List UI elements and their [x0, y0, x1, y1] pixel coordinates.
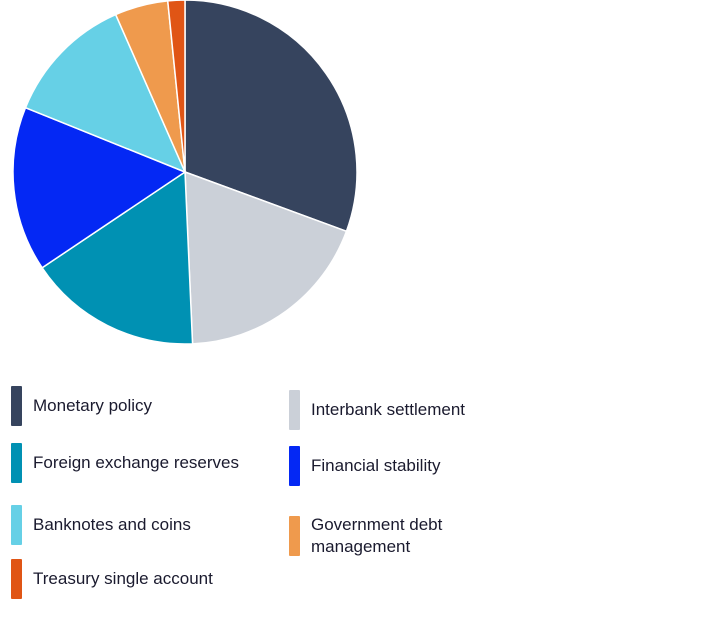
- legend-item-banknotes-and-coins: Banknotes and coins: [11, 505, 281, 545]
- legend-label: Financial stability: [311, 456, 441, 475]
- pie-slice-foreign-exchange-reserves: [41, 170, 194, 345]
- legend-swatch-monetary-policy: [11, 386, 22, 426]
- pie-slice-interbank-settlement: [184, 170, 348, 345]
- legend-item-foreign-exchange-reserves: Foreign exchange reserves: [11, 443, 281, 483]
- legend-item-monetary-policy: Monetary policy: [11, 386, 281, 426]
- pie-slice-financial-stability: [12, 106, 187, 269]
- legend-label: Treasury single account: [33, 569, 213, 588]
- legend-item-government-debt-management: Government debt management: [289, 514, 559, 558]
- legend-label: Foreign exchange reserves: [33, 453, 240, 472]
- legend-label: Interbank settlement: [311, 400, 466, 419]
- legend-swatch-financial-stability: [289, 446, 300, 486]
- legend-label: Banknotes and coins: [33, 515, 191, 534]
- legend-item-financial-stability: Financial stability: [289, 446, 559, 486]
- legend-swatch-foreign-exchange-reserves: [11, 443, 22, 483]
- legend-swatch-treasury-single-account: [11, 559, 22, 599]
- legend-label: Government debt management: [311, 515, 443, 556]
- pie-slice-monetary-policy: [184, 0, 358, 233]
- legend-swatch-government-debt-management: [289, 516, 300, 556]
- legend-swatch-interbank-settlement: [289, 390, 300, 430]
- pie-slice-banknotes-and-coins: [24, 13, 187, 174]
- legend-label: Monetary policy: [33, 396, 153, 415]
- legend-item-interbank-settlement: Interbank settlement: [289, 390, 559, 430]
- pie-slice-treasury-single-account: [166, 0, 186, 173]
- pie-chart: [12, 0, 358, 345]
- legend-item-treasury-single-account: Treasury single account: [11, 559, 281, 599]
- legend-swatch-banknotes-and-coins: [11, 505, 22, 545]
